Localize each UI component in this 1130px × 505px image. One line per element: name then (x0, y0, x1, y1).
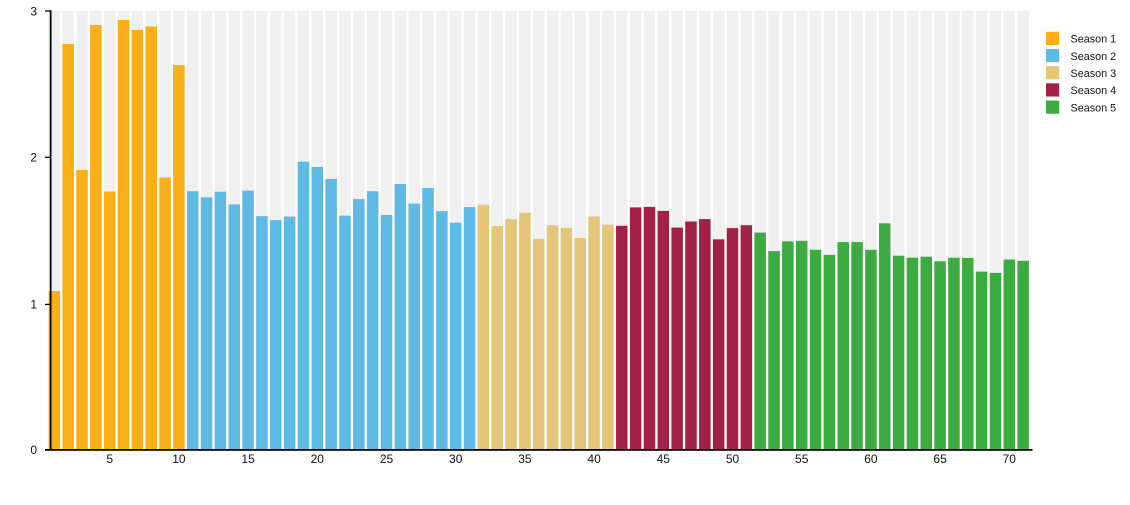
svg-text:50: 50 (726, 452, 740, 466)
svg-text:3: 3 (30, 4, 37, 18)
svg-text:65: 65 (933, 452, 947, 466)
svg-text:45: 45 (657, 452, 671, 466)
svg-text:Season 1: Season 1 (1071, 34, 1117, 46)
svg-text:0: 0 (30, 443, 37, 457)
svg-text:Season 3: Season 3 (1071, 68, 1117, 80)
svg-text:5: 5 (106, 452, 113, 466)
svg-text:2: 2 (30, 151, 37, 165)
svg-text:30: 30 (449, 452, 463, 466)
svg-text:Season 2: Season 2 (1071, 51, 1117, 63)
svg-text:Season 4: Season 4 (1071, 85, 1117, 97)
svg-text:25: 25 (380, 452, 394, 466)
svg-text:40: 40 (587, 452, 601, 466)
svg-text:35: 35 (518, 452, 532, 466)
svg-text:55: 55 (795, 452, 809, 466)
svg-text:15: 15 (241, 452, 255, 466)
svg-text:10: 10 (172, 452, 186, 466)
svg-text:60: 60 (864, 452, 878, 466)
svg-text:20: 20 (311, 452, 325, 466)
svg-text:70: 70 (1003, 452, 1017, 466)
svg-text:1: 1 (30, 298, 37, 312)
svg-text:Season 5: Season 5 (1071, 102, 1117, 114)
